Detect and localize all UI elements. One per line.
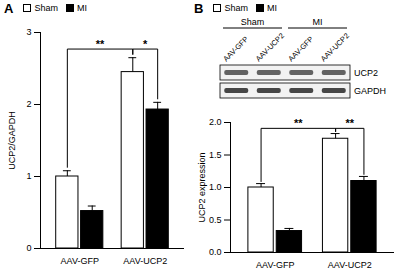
html-text:B: B [194, 0, 204, 16]
html-text:Sham: Sham [224, 3, 248, 13]
svg-text:AAV-GFP: AAV-GFP [61, 256, 99, 266]
svg-text:UCP2: UCP2 [354, 68, 378, 78]
svg-text:3: 3 [26, 27, 31, 37]
svg-text:2: 2 [26, 99, 31, 109]
html-text:Sham: Sham [34, 3, 58, 13]
svg-text:0.0: 0.0 [209, 247, 222, 257]
svg-text:AAV-GFP: AAV-GFP [286, 34, 315, 63]
svg-text:0: 0 [26, 243, 31, 253]
svg-text:1.0: 1.0 [209, 182, 222, 192]
svg-text:*: * [143, 38, 148, 50]
svg-text:2.0: 2.0 [209, 117, 222, 127]
svg-text:AAV-UCP2: AAV-UCP2 [328, 260, 372, 268]
svg-text:AAV-UCP2: AAV-UCP2 [319, 31, 351, 63]
svg-text:1.5: 1.5 [209, 150, 222, 160]
svg-text:Sham: Sham [241, 17, 265, 27]
svg-text:UCP2 expression: UCP2 expression [197, 152, 207, 222]
svg-text:UCP2/GAPDH: UCP2/GAPDH [7, 111, 17, 170]
svg-text:AAV-UCP2: AAV-UCP2 [123, 256, 167, 266]
svg-text:GAPDH: GAPDH [354, 86, 386, 96]
svg-text:**: ** [96, 38, 105, 50]
html-text:MI: MI [266, 3, 277, 13]
svg-text:AAV-GFP: AAV-GFP [221, 34, 250, 63]
svg-text:AAV-GFP: AAV-GFP [256, 260, 294, 268]
svg-text:**: ** [294, 117, 303, 129]
svg-text:1: 1 [26, 171, 31, 181]
html-text:A: A [4, 0, 14, 16]
svg-text:AAV-UCP2: AAV-UCP2 [254, 31, 286, 63]
svg-text:**: ** [345, 117, 354, 129]
html-text:MI: MI [76, 3, 87, 13]
svg-text:0.5: 0.5 [209, 215, 222, 225]
svg-text:MI: MI [313, 17, 323, 27]
